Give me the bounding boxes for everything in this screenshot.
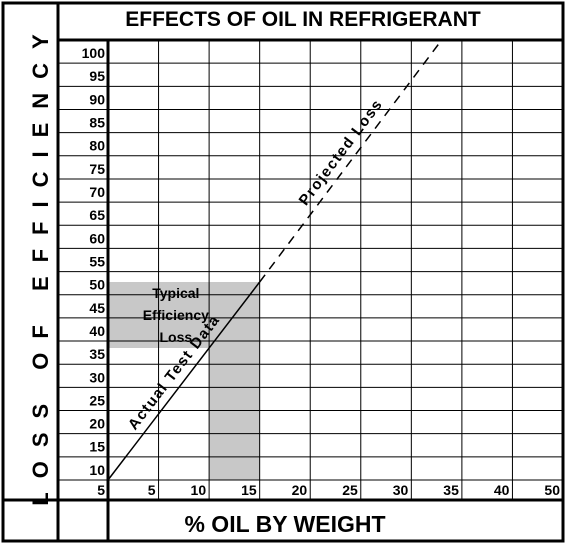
y-axis-title: LOSS OF EFFICIENCY — [28, 20, 53, 505]
y-tick-label: 75 — [89, 161, 105, 177]
y-tick-label: 45 — [89, 300, 105, 316]
y-tick-label: 95 — [89, 68, 105, 84]
x-tick-label: 25 — [342, 482, 358, 498]
series-actual-test-data-line — [107, 281, 261, 481]
y-tick-label: 65 — [89, 207, 105, 223]
highlight-vertical-band — [209, 282, 260, 480]
x-tick-label: 5 — [97, 482, 105, 498]
y-tick-label: 20 — [89, 416, 105, 432]
y-tick-label: 85 — [89, 115, 105, 131]
x-axis-title: % OIL BY WEIGHT — [184, 511, 385, 537]
x-tick-label: 40 — [494, 482, 510, 498]
x-tick-label: 15 — [241, 482, 257, 498]
y-tick-label: 60 — [89, 230, 105, 246]
x-tick-label: 30 — [393, 482, 409, 498]
x-tick-label: 10 — [191, 482, 207, 498]
tick-layer: 1015202530354045505560657075808590951005… — [82, 45, 561, 498]
series-layer — [107, 39, 443, 481]
highlight-label-line: Efficiency — [143, 307, 209, 323]
y-tick-label: 40 — [89, 323, 105, 339]
chart-title: EFFECTS OF OIL IN REFRIGERANT — [125, 8, 481, 31]
x-tick-label: 50 — [544, 482, 560, 498]
y-tick-label: 55 — [89, 253, 105, 269]
y-tick-label: 90 — [89, 91, 105, 107]
y-tick-label: 50 — [89, 277, 105, 293]
y-tick-label: 30 — [89, 369, 105, 385]
x-tick-label: 35 — [443, 482, 459, 498]
highlight-label-line: Loss — [159, 329, 192, 345]
y-tick-label: 70 — [89, 184, 105, 200]
y-tick-label: 80 — [89, 138, 105, 154]
y-tick-label: 35 — [89, 346, 105, 362]
x-tick-label: 20 — [292, 482, 308, 498]
grid-layer — [58, 39, 564, 500]
y-tick-label: 100 — [82, 45, 106, 61]
y-tick-label: 10 — [89, 462, 105, 478]
y-tick-label: 15 — [89, 439, 105, 455]
highlight-label-line: Typical — [152, 285, 199, 301]
series-projected-loss-line — [259, 39, 443, 283]
y-tick-label: 25 — [89, 392, 105, 408]
x-tick-label: 5 — [148, 482, 156, 498]
